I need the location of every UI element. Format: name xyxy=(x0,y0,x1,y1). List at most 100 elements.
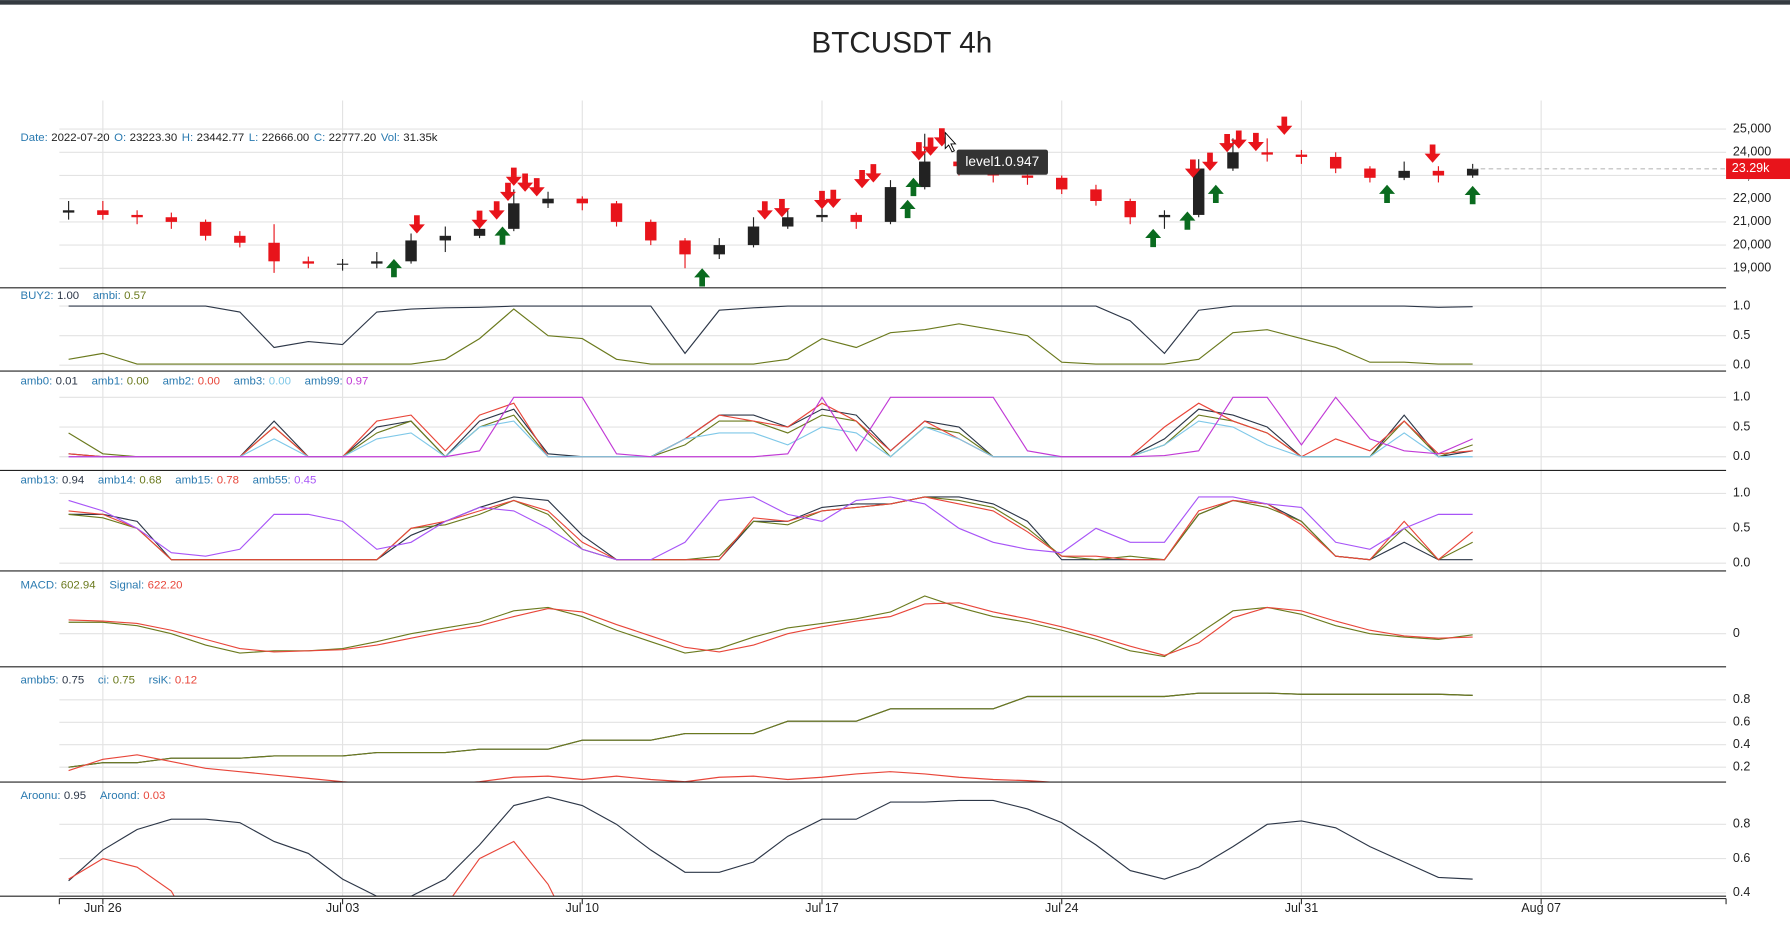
legend-value: 0.03 xyxy=(143,790,165,802)
y-tick-label: 0.8 xyxy=(1733,692,1750,706)
panel: 0.4 0.6 0.8 Aroonu: 0.95 Aroond: 0.03 xyxy=(0,790,1750,899)
legend-label: Aroonu: xyxy=(21,790,61,802)
x-tick-label: Aug 07 xyxy=(1521,901,1561,915)
y-tick-label: 0.5 xyxy=(1733,328,1750,342)
legend-value: 0.00 xyxy=(127,375,149,387)
series-line xyxy=(68,595,1473,658)
buy-signal xyxy=(385,259,402,278)
sell-signal xyxy=(756,201,773,220)
legend-label: amb15: xyxy=(175,475,213,487)
legend-label: amb2: xyxy=(163,375,195,387)
legend-value: 23442.77 xyxy=(197,132,245,144)
candle-body xyxy=(131,214,143,218)
last-price-tag xyxy=(1726,158,1790,180)
candle-body xyxy=(884,187,897,222)
y-tick-label: 0.6 xyxy=(1733,715,1750,729)
legend-label: ci: xyxy=(98,674,109,686)
sell-signal xyxy=(1276,116,1293,135)
buy-signal xyxy=(905,177,922,197)
legend-label: ambi: xyxy=(93,290,121,302)
x-tick-label: Jul 31 xyxy=(1285,901,1319,915)
candle-body xyxy=(165,217,178,222)
candle-body xyxy=(439,235,452,241)
buy-signal xyxy=(1207,184,1224,204)
legend-value: 22777.20 xyxy=(329,132,377,144)
last-price-label: 23.29k xyxy=(1732,161,1770,175)
legend-label: ambb5: xyxy=(21,674,59,686)
legend-label: Aroond: xyxy=(100,790,140,802)
tooltip-text: level1.0.947 xyxy=(965,154,1039,169)
y-tick-label: 0.5 xyxy=(1733,419,1750,433)
plot-area xyxy=(68,396,1473,458)
legend-label: O: xyxy=(114,132,126,144)
legend-value: 0.68 xyxy=(139,475,161,487)
sell-signal xyxy=(499,182,516,202)
candle-body xyxy=(610,203,623,222)
x-tick-label: Jul 24 xyxy=(1045,901,1079,915)
plot-area xyxy=(68,496,1474,561)
candle-body xyxy=(405,240,417,262)
sell-signal xyxy=(517,173,534,192)
series-line xyxy=(68,305,1473,355)
sell-signal xyxy=(505,167,522,186)
candle-body xyxy=(1056,177,1068,190)
series-line xyxy=(68,308,1473,365)
candle-body xyxy=(62,210,75,213)
series-line xyxy=(68,602,1473,656)
legend-value: 1.00 xyxy=(57,290,79,302)
candle-body xyxy=(1398,170,1410,178)
legend-label: Signal: xyxy=(109,580,144,592)
y-tick-label: 20,000 xyxy=(1733,237,1771,251)
legend-label: C: xyxy=(314,132,325,144)
legend-value: 0.00 xyxy=(269,375,291,387)
sell-signal xyxy=(488,201,505,220)
legend-value: 22666.00 xyxy=(262,132,310,144)
legend-value: 0.95 xyxy=(64,790,86,802)
legend-value: 602.94 xyxy=(61,580,97,592)
y-tick-label: 22,000 xyxy=(1733,191,1771,205)
legend-label: BUY2: xyxy=(21,290,54,302)
candle-body xyxy=(576,198,588,204)
cursor xyxy=(944,131,957,153)
buy-signal xyxy=(1464,185,1481,205)
sell-signal xyxy=(528,178,545,197)
series-line xyxy=(68,496,1473,561)
candle-body xyxy=(713,245,725,255)
legend-label: MACD: xyxy=(21,580,58,592)
sell-signal xyxy=(910,142,927,161)
y-tick-label: 0 xyxy=(1733,626,1740,640)
candle-body xyxy=(542,198,554,204)
legend-value: 2022-07-20 xyxy=(51,132,109,144)
candle-body xyxy=(199,221,212,236)
legend-value: 31.35k xyxy=(403,132,438,144)
plot-area xyxy=(68,692,1473,783)
buy-signal xyxy=(494,226,511,245)
candle-body xyxy=(1432,170,1445,176)
buy-signal xyxy=(694,268,711,287)
legend-value: 23223.30 xyxy=(130,132,178,144)
panel: 19,00020,00021,00022,00023,00024,00025,0… xyxy=(0,116,1790,289)
x-axis: Jun 26 Jul 03 Jul 10 Jul 17 Jul 24 Jul 31 Aug … xyxy=(58,100,1727,915)
candle-body xyxy=(1364,168,1376,178)
candle-body xyxy=(1261,152,1273,155)
series-line xyxy=(68,796,1473,897)
sell-signal xyxy=(854,169,871,189)
legend-value: 0.01 xyxy=(56,375,78,387)
y-tick-label: 0.4 xyxy=(1733,885,1750,899)
legend-value: 0.97 xyxy=(346,375,368,387)
x-tick-label: Jul 03 xyxy=(326,901,360,915)
y-tick-label: 0.2 xyxy=(1733,759,1750,773)
buy-signal xyxy=(1145,228,1162,248)
sell-signal xyxy=(1230,130,1247,149)
candle-body xyxy=(508,203,520,229)
legend-value: 0.00 xyxy=(198,375,220,387)
candle-body xyxy=(1090,189,1102,202)
y-tick-label: 19,000 xyxy=(1733,261,1771,275)
sell-signal xyxy=(773,198,790,218)
candle-body xyxy=(645,221,657,241)
legend-label: amb99: xyxy=(305,375,343,387)
top-bar xyxy=(0,0,1790,5)
legend-label: amb14: xyxy=(98,475,136,487)
x-tick-label: Jul 10 xyxy=(566,901,600,915)
